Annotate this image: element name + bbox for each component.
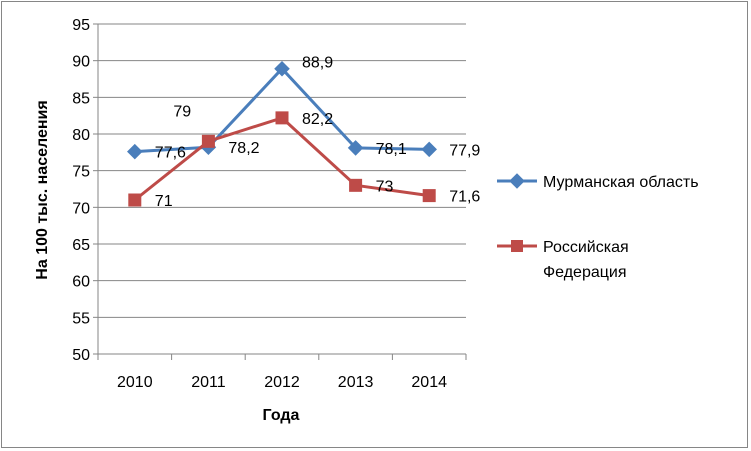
y-tick-85: 85 (72, 90, 90, 107)
x-tick-2012: 2012 (264, 374, 300, 391)
data-label-0-2012: 88,9 (302, 55, 333, 72)
point-1-2011 (201, 134, 215, 148)
point-1-2010 (128, 193, 142, 207)
data-label-0-2013: 78,1 (376, 141, 407, 158)
y-tick-65: 65 (72, 237, 90, 254)
legend-item-russia: Российская Федерация (497, 239, 629, 281)
x-tick-2011: 2011 (191, 374, 226, 391)
x-tick-2013: 2013 (338, 374, 374, 391)
data-label-0-2014: 77,9 (449, 142, 480, 159)
legend-label-russia-line2: Федерация (543, 264, 627, 281)
data-label-1-2014: 71,6 (449, 189, 480, 206)
point-1-2014 (422, 189, 436, 203)
legend-square-marker (511, 240, 523, 252)
data-label-1-2013: 73 (376, 178, 394, 195)
y-tick-50: 50 (72, 347, 90, 364)
x-tick-labels: 2010 2011 2012 2013 2014 (117, 374, 447, 391)
axes (93, 23, 467, 360)
legend-diamond-marker (509, 173, 525, 189)
data-label-1-2010: 71 (155, 193, 173, 210)
x-tick-2014: 2014 (411, 374, 447, 391)
y-tick-90: 90 (72, 54, 90, 71)
point-1-2012 (275, 111, 289, 125)
data-label-1-2012: 82,2 (302, 111, 333, 128)
legend: Мурманская область Российская Федерация (497, 173, 699, 281)
point-0-2014 (421, 141, 437, 158)
data-labels-group: 77,6 78,2 88,9 78,1 77,9 71 79 82,2 73 71,6 (155, 55, 481, 210)
data-label-0-2010: 77,6 (155, 145, 186, 162)
series-group (127, 60, 437, 207)
y-tick-80: 80 (72, 127, 90, 144)
y-tick-55: 55 (72, 310, 90, 327)
point-0-2013 (347, 140, 364, 156)
gridlines (98, 23, 466, 318)
y-tick-95: 95 (72, 17, 90, 34)
data-label-0-2011: 78,2 (228, 140, 259, 157)
y-tick-labels: 50 55 60 65 70 75 80 85 90 95 (72, 17, 90, 364)
point-1-2013 (349, 178, 363, 192)
legend-label-russia-line1: Российская (543, 239, 629, 256)
point-0-2010 (127, 143, 143, 160)
y-tick-60: 60 (72, 274, 90, 291)
data-label-1-2011: 79 (173, 103, 191, 120)
y-axis-title: На 100 тыс. населения (34, 100, 51, 279)
x-tick-2010: 2010 (117, 374, 153, 391)
y-tick-70: 70 (72, 200, 90, 217)
legend-label-murmansk: Мурманская область (543, 174, 699, 191)
y-tick-75: 75 (72, 164, 90, 181)
legend-item-murmansk: Мурманская область (497, 173, 699, 191)
x-axis-title: Года (263, 407, 300, 424)
